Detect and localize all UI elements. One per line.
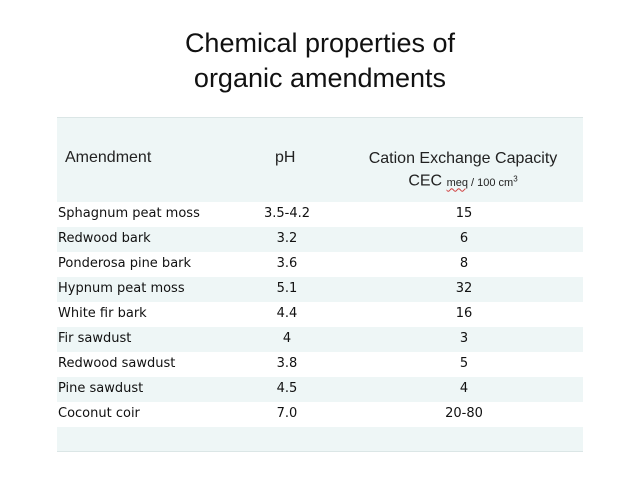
cell-cec: 20-80 <box>445 406 483 421</box>
header-cec-unit: meq / 100 cm3 <box>446 174 518 189</box>
cell-cec: 6 <box>459 231 469 246</box>
table-row: Coconut coir 7.0 20-80 <box>57 402 583 427</box>
cell-ph: 3.5-4.2 <box>263 206 311 221</box>
cell-cec: 15 <box>455 206 473 221</box>
cell-ph: 5.1 <box>276 281 298 296</box>
cell-amendment: White fir bark <box>58 306 147 321</box>
cell-cec: 3 <box>459 331 469 346</box>
table-row: White fir bark 4.4 16 <box>57 302 583 327</box>
cell-ph: 4.4 <box>276 306 298 321</box>
cell-ph: 3.6 <box>276 256 298 271</box>
title-line-1: Chemical properties of <box>184 28 456 58</box>
header-cec-unit-exp: 3 <box>513 174 518 183</box>
cell-ph: 3.8 <box>276 356 298 371</box>
table-row: Sphagnum peat moss 3.5-4.2 15 <box>57 202 583 227</box>
cell-amendment: Fir sawdust <box>58 331 132 346</box>
cell-ph: 7.0 <box>276 406 298 421</box>
cell-ph: 4.5 <box>276 381 298 396</box>
table-row: Hypnum peat moss 5.1 32 <box>57 277 583 302</box>
header-ph: pH <box>275 149 296 166</box>
table-header: Amendment pH Cation Exchange Capacity CE… <box>57 117 583 202</box>
table-body: Sphagnum peat moss 3.5-4.2 15 Redwood ba… <box>57 202 583 427</box>
cell-amendment: Hypnum peat moss <box>58 281 185 296</box>
header-cec-unit-rest: / 100 cm <box>471 176 514 189</box>
table-row: Redwood bark 3.2 6 <box>57 227 583 252</box>
cell-amendment: Sphagnum peat moss <box>58 206 200 221</box>
header-cec-unit-meq: meq <box>446 176 468 189</box>
cell-amendment: Coconut coir <box>58 406 140 421</box>
cell-ph: 3.2 <box>276 231 298 246</box>
header-cec: Cation Exchange Capacity CEC meq / 100 c… <box>357 149 569 193</box>
cell-cec: 16 <box>455 306 473 321</box>
properties-table: Amendment pH Cation Exchange Capacity CE… <box>57 117 583 452</box>
header-cec-abbrev: CEC <box>408 172 443 190</box>
title-line-2: organic amendments <box>193 63 447 93</box>
slide-title: Chemical properties of organic amendment… <box>0 26 640 96</box>
cell-amendment: Pine sawdust <box>58 381 144 396</box>
cell-cec: 5 <box>459 356 469 371</box>
cell-amendment: Ponderosa pine bark <box>58 256 192 271</box>
table-row: Pine sawdust 4.5 4 <box>57 377 583 402</box>
cell-ph: 4 <box>282 331 292 346</box>
cell-amendment: Redwood sawdust <box>58 356 176 371</box>
table-footer-band <box>57 427 583 452</box>
cell-amendment: Redwood bark <box>58 231 151 246</box>
header-cec-title: Cation Exchange Capacity <box>368 150 558 167</box>
cell-cec: 8 <box>459 256 469 271</box>
table-row: Fir sawdust 4 3 <box>57 327 583 352</box>
cell-cec: 4 <box>459 381 469 396</box>
cell-cec: 32 <box>455 281 473 296</box>
table-row: Ponderosa pine bark 3.6 8 <box>57 252 583 277</box>
header-cec-subtitle: CEC meq / 100 cm3 <box>357 169 569 193</box>
table-row: Redwood sawdust 3.8 5 <box>57 352 583 377</box>
header-amendment: Amendment <box>65 149 152 166</box>
